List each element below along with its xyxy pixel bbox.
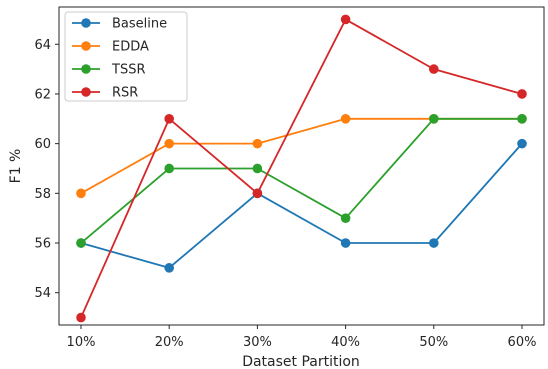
x-tick-label: 10% [67,335,96,350]
data-point-tssr [164,163,174,174]
data-point-baseline [517,138,527,149]
data-point-rsr [252,188,263,199]
data-point-rsr [517,89,527,99]
legend-swatch-marker-tssr [81,64,91,74]
series-markers [76,14,527,323]
x-tick-label: 40% [331,335,360,350]
data-point-baseline [164,263,174,273]
y-tick-label: 62 [34,87,51,102]
legend-label-baseline: Baseline [112,17,167,32]
legend-swatch-marker-rsr [81,87,91,97]
y-tick-label: 58 [34,187,51,202]
data-point-tssr [252,163,263,174]
data-point-edda [164,138,174,149]
x-tick-label: 20% [155,335,184,350]
data-point-rsr [429,64,439,74]
data-point-baseline [340,238,351,248]
legend-label-edda: EDDA [112,40,149,55]
data-point-rsr [164,113,174,124]
x-tick-label: 50% [419,335,448,350]
x-tick-label: 30% [243,335,272,350]
data-point-tssr [76,238,86,248]
series-line-baseline [80,143,523,269]
series-lines [80,18,523,318]
legend-label-rsr: RSR [112,86,138,101]
legend-label-tssr: TSSR [111,63,145,78]
legend: Baseline EDDA TSSR RSR [64,11,188,102]
x-axis-ticks: 10% 20% 30% 40% 50% 60% [67,325,537,350]
data-point-tssr [429,113,439,124]
y-tick-label: 60 [34,137,51,152]
series-line-tssr [80,117,522,244]
x-tick-label: 60% [508,335,537,350]
legend-swatch-marker-baseline [81,18,91,28]
data-point-rsr [340,14,351,25]
y-tick-label: 56 [34,237,51,252]
data-point-edda [252,138,263,149]
legend-swatch-marker-edda [81,41,91,51]
data-point-edda [340,113,351,124]
data-point-baseline [429,238,439,248]
data-point-edda [76,188,86,199]
data-point-rsr [76,312,86,323]
x-axis-label: Dataset Partition [242,354,360,369]
y-axis-label: F1 % [8,149,24,184]
y-axis-ticks: 54 56 58 60 62 64 [34,38,59,301]
plot-frame [58,6,545,326]
y-tick-label: 54 [34,286,51,301]
legend-box [64,11,188,102]
series-line-rsr [80,18,523,318]
data-point-tssr [340,213,351,223]
data-point-tssr [517,113,527,124]
y-tick-label: 64 [34,38,51,53]
